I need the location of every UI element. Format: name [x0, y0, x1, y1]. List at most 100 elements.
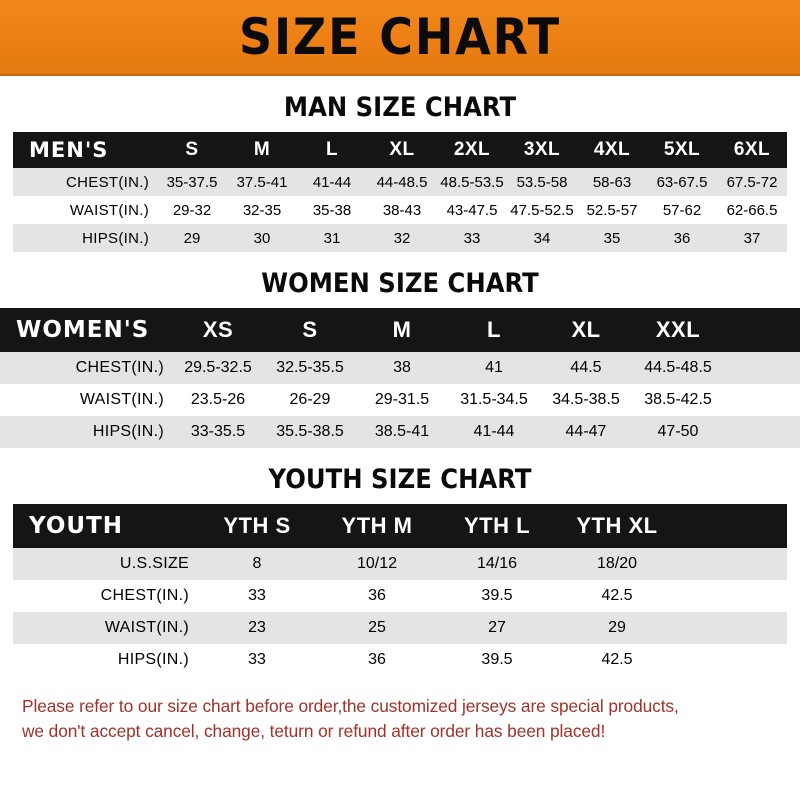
man-table-body: MEN'S S M L XL 2XL 3XL 4XL 5XL 6XL CHEST(IN.) 35-37… — [13, 132, 787, 252]
women-row-label: CHEST(IN.) — [75, 359, 164, 376]
youth-cell: 42.5 — [601, 651, 633, 668]
man-cell: 30 — [253, 229, 271, 247]
youth-cell: 33 — [248, 651, 266, 668]
table-row: CHEST(IN.) 35-37.5 37.5-41 41-44 44-48.5 48.5… — [13, 168, 787, 196]
man-cell: 37.5-41 — [236, 173, 288, 191]
man-column-header-6: 4XL — [593, 139, 631, 160]
women-cell: 47-50 — [657, 423, 699, 440]
youth-row-label-header: YOUTH — [29, 513, 124, 539]
man-cell: 34 — [533, 229, 551, 247]
man-column-header-3: XL — [389, 139, 415, 160]
women-cell-spacer — [724, 352, 800, 384]
women-row-label: WAIST(IN.) — [79, 391, 164, 408]
youth-section-title: YOUTH SIZE CHART — [268, 464, 532, 495]
women-column-header-5: XXL — [655, 317, 701, 342]
man-row-label: HIPS(IN.) — [82, 229, 149, 247]
man-cell: 37 — [743, 229, 761, 247]
youth-table-body: YOUTH YTH S YTH M YTH L YTH XL U.S.SIZE 8 10/12… — [13, 504, 787, 676]
youth-cell: 39.5 — [481, 587, 513, 604]
man-cell: 67.5-72 — [726, 173, 778, 191]
man-cell: 47.5-52.5 — [510, 201, 574, 219]
women-column-header-4: XL — [571, 317, 601, 342]
youth-column-header-1: YTH M — [341, 513, 413, 538]
women-table-body: WOMEN'S XS S M L XL XXL CHEST(IN.) 29.5-32.5 32.5… — [0, 308, 800, 448]
man-cell: 35 — [603, 229, 621, 247]
women-column-header-2: M — [392, 317, 412, 342]
youth-column-header-0: YTH S — [223, 513, 291, 538]
youth-cell: 33 — [248, 587, 266, 604]
table-row: CHEST(IN.) 29.5-32.5 32.5-35.5 38 41 44.5 44.5… — [0, 352, 800, 384]
table-row: CHEST(IN.) 33 36 39.5 42.5 — [13, 580, 787, 612]
man-cell: 57-62 — [662, 201, 702, 219]
women-cell: 38.5-42.5 — [644, 391, 712, 408]
man-size-table: MEN'S S M L XL 2XL 3XL 4XL 5XL 6XL CHEST(IN.) 35-37… — [13, 132, 787, 252]
youth-row-label: WAIST(IN.) — [104, 619, 189, 636]
women-cell-spacer — [724, 384, 800, 416]
youth-cell: 23 — [248, 619, 266, 636]
women-cell-spacer — [724, 416, 800, 448]
women-cell: 29-31.5 — [374, 391, 430, 408]
page-title: SIZE CHART — [238, 8, 562, 66]
youth-cell: 36 — [368, 651, 386, 668]
man-cell: 48.5-53.5 — [440, 173, 504, 191]
man-cell: 62-66.5 — [726, 201, 778, 219]
women-cell: 44-47 — [565, 423, 607, 440]
youth-header-spacer — [677, 504, 787, 548]
women-cell: 26-29 — [289, 391, 331, 408]
youth-cell: 42.5 — [601, 587, 633, 604]
man-cell: 41-44 — [312, 173, 352, 191]
man-cell: 31 — [323, 229, 341, 247]
women-cell: 33-35.5 — [190, 423, 246, 440]
women-cell: 32.5-35.5 — [276, 359, 344, 376]
man-column-header-1: M — [253, 139, 271, 160]
youth-cell: 29 — [608, 619, 626, 636]
youth-row-label: HIPS(IN.) — [117, 651, 189, 668]
youth-cell: 14/16 — [476, 555, 518, 572]
man-cell: 52.5-57 — [586, 201, 638, 219]
man-cell: 38-43 — [382, 201, 422, 219]
man-cell: 29 — [183, 229, 201, 247]
page-banner: SIZE CHART — [0, 0, 800, 76]
women-cell: 44.5 — [570, 359, 602, 376]
man-column-header-2: L — [325, 139, 339, 160]
table-row: HIPS(IN.) 33-35.5 35.5-38.5 38.5-41 41-44 44-… — [0, 416, 800, 448]
man-cell: 43-47.5 — [446, 201, 498, 219]
youth-cell-spacer — [677, 548, 787, 580]
youth-cell: 10/12 — [356, 555, 398, 572]
man-cell: 36 — [673, 229, 691, 247]
women-column-header-3: L — [487, 317, 501, 342]
table-row: WAIST(IN.) 23.5-26 26-29 29-31.5 31.5-34.5 34… — [0, 384, 800, 416]
man-column-header-5: 3XL — [523, 139, 561, 160]
footer-disclaimer-line-2: we don't accept cancel, change, teturn o… — [22, 721, 606, 742]
youth-cell: 18/20 — [596, 555, 638, 572]
man-section-title: MAN SIZE CHART — [283, 92, 517, 123]
women-cell: 35.5-38.5 — [276, 423, 344, 440]
man-row-label-header: MEN'S — [29, 138, 109, 162]
man-cell: 53.5-58 — [516, 173, 568, 191]
youth-cell-spacer — [677, 580, 787, 612]
women-header-row: WOMEN'S XS S M L XL XXL — [0, 308, 800, 352]
table-row: WAIST(IN.) 29-32 32-35 35-38 38-43 43-47.5 47.… — [13, 196, 787, 224]
women-cell: 34.5-38.5 — [552, 391, 620, 408]
man-row-label: CHEST(IN.) — [66, 173, 149, 191]
women-section-title: WOMEN SIZE CHART — [261, 268, 539, 299]
man-cell: 32 — [393, 229, 411, 247]
footer-disclaimer: Please refer to our size chart before or… — [22, 694, 770, 745]
women-cell: 41-44 — [473, 423, 515, 440]
table-row: WAIST(IN.) 23 25 27 29 — [13, 612, 787, 644]
man-column-header-8: 6XL — [733, 139, 771, 160]
women-cell: 31.5-34.5 — [460, 391, 528, 408]
women-cell: 38.5-41 — [374, 423, 430, 440]
table-row: HIPS(IN.) 29 30 31 32 33 34 35 36 37 — [13, 224, 787, 252]
youth-row-label: U.S.SIZE — [119, 555, 189, 572]
youth-cell: 39.5 — [481, 651, 513, 668]
man-cell: 35-38 — [312, 201, 352, 219]
man-cell: 35-37.5 — [166, 173, 218, 191]
youth-row-label: CHEST(IN.) — [100, 587, 189, 604]
youth-cell: 27 — [488, 619, 506, 636]
youth-column-header-2: YTH L — [463, 513, 531, 538]
women-header-spacer — [724, 308, 800, 352]
youth-size-table: YOUTH YTH S YTH M YTH L YTH XL U.S.SIZE 8 10/12… — [13, 504, 787, 676]
women-row-label: HIPS(IN.) — [92, 423, 164, 440]
